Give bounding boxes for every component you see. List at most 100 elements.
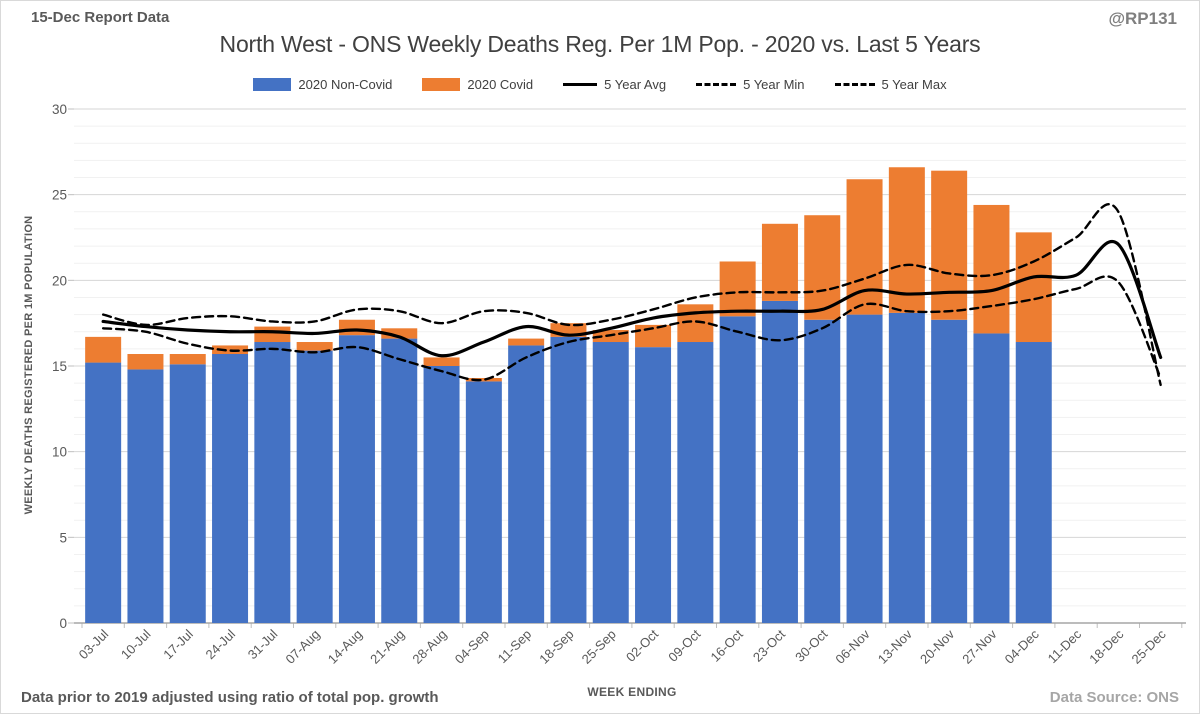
x-tick-label: 14-Aug [325, 627, 365, 667]
legend-label: 2020 Covid [467, 77, 534, 92]
covid-bar-segment [381, 328, 418, 339]
x-tick-label: 21-Aug [367, 627, 407, 667]
covid-bar-segment [338, 319, 375, 336]
x-tick-label: 25-Sep [579, 627, 619, 667]
noncovid-bar-segment [719, 316, 756, 623]
noncovid-bar-segment [381, 338, 418, 623]
y-tick-label: 25 [52, 188, 67, 203]
noncovid-bar-segment [592, 342, 629, 623]
noncovid-bar-segment [550, 336, 587, 623]
x-tick-label: 07-Aug [283, 627, 323, 667]
noncovid-bar-segment [635, 347, 672, 623]
x-tick-label: 02-Oct [623, 626, 661, 664]
y-tick-label: 0 [59, 616, 67, 631]
covid-bar-segment [804, 215, 841, 320]
noncovid-bar-segment [931, 319, 968, 623]
covid-bar-segment [719, 261, 756, 317]
x-tick-label: 24-Jul [203, 626, 239, 662]
5yr-avg-line [101, 240, 1163, 360]
legend-label: 5 Year Min [743, 77, 805, 92]
x-tick-label: 09-Oct [665, 626, 703, 664]
5yr-max-line [101, 203, 1162, 387]
legend-label: 2020 Non-Covid [298, 77, 393, 92]
legend-item-5yr-min: 5 Year Min [696, 77, 805, 92]
data-source-label: Data Source: ONS [1049, 689, 1179, 706]
x-tick-label: 10-Jul [118, 626, 154, 662]
x-tick-label: 25-Dec [1129, 626, 1170, 667]
x-tick-label: 06-Nov [832, 626, 873, 667]
y-tick-label: 10 [52, 445, 67, 460]
legend-label: 5 Year Max [881, 77, 947, 92]
covid-bar-segment [85, 336, 122, 363]
x-tick-label: 03-Jul [76, 626, 112, 662]
noncovid-bar-segment [677, 342, 714, 623]
noncovid-bar-segment [85, 362, 122, 623]
x-tick-label: 18-Sep [536, 627, 576, 667]
covid-bar-segment [127, 354, 164, 370]
covid-bar-segment [169, 354, 206, 365]
noncovid-swatch-icon [253, 78, 292, 91]
noncovid-bar-segment [338, 335, 375, 623]
report-date-label: 15-Dec Report Data [31, 9, 170, 26]
covid-bar-segment [888, 167, 925, 313]
x-axis-title: WEEK ENDING [587, 685, 677, 699]
legend-item-5yr-avg: 5 Year Avg [563, 77, 666, 92]
covid-bar-segment [465, 377, 502, 382]
covid-bar-segment [973, 204, 1010, 334]
noncovid-bar-segment [761, 300, 798, 623]
author-handle: @RP131 [1108, 9, 1177, 28]
dashed-line-swatch-icon [834, 83, 875, 86]
y-tick-label: 5 [59, 530, 67, 545]
x-tick-label: 27-Nov [959, 626, 1000, 667]
chart-legend: 2020 Non-Covid 2020 Covid 5 Year Avg 5 Y… [1, 77, 1199, 92]
legend-item-2020-covid: 2020 Covid [422, 77, 533, 92]
noncovid-bar-segment [423, 366, 460, 623]
covid-bar-segment [761, 223, 798, 301]
x-tick-label: 11-Dec [1045, 626, 1085, 666]
x-tick-label: 30-Oct [792, 626, 830, 664]
x-tick-label: 31-Jul [245, 626, 281, 662]
chart-title: North West - ONS Weekly Deaths Reg. Per … [219, 31, 981, 57]
legend-item-2020-noncovid: 2020 Non-Covid [253, 77, 392, 92]
dashed-line-swatch-icon [696, 83, 737, 86]
x-tick-label: 28-Aug [409, 627, 449, 667]
footer-note: Data prior to 2019 adjusted using ratio … [21, 689, 439, 706]
legend-item-5yr-max: 5 Year Max [834, 77, 947, 92]
noncovid-bar-segment [1015, 342, 1052, 623]
noncovid-bar-segment [212, 354, 249, 623]
legend-label: 5 Year Avg [604, 77, 667, 92]
x-tick-label: 13-Nov [875, 626, 916, 667]
noncovid-bar-segment [508, 345, 545, 623]
covid-bar-segment [635, 324, 672, 348]
covid-bar-segment [931, 170, 968, 320]
solid-line-swatch-icon [563, 83, 598, 86]
y-tick-label: 30 [52, 102, 67, 117]
x-tick-label: 04-Sep [452, 627, 492, 667]
covid-swatch-icon [422, 78, 461, 91]
x-tick-label: 16-Oct [708, 626, 746, 664]
covid-bar-segment [296, 342, 333, 351]
x-tick-label: 17-Jul [160, 626, 196, 662]
noncovid-bar-segment [127, 369, 164, 623]
noncovid-bar-segment [846, 314, 883, 623]
covid-bar-segment [423, 357, 460, 366]
y-axis-title: WEEKLY DEATHS REGISTERED PER 1M POPULATI… [23, 215, 35, 515]
noncovid-bar-segment [973, 333, 1010, 623]
covid-bar-segment [254, 326, 291, 343]
y-tick-label: 15 [52, 359, 67, 374]
y-tick-label: 20 [52, 273, 67, 288]
5yr-min-line [101, 275, 1162, 382]
noncovid-bar-segment [888, 312, 925, 623]
covid-bar-segment [508, 338, 545, 346]
noncovid-bar-segment [804, 319, 841, 623]
x-tick-label: 23-Oct [750, 626, 788, 664]
noncovid-bar-segment [296, 350, 333, 623]
x-tick-label: 18-Dec [1086, 626, 1127, 667]
x-tick-label: 20-Nov [917, 626, 958, 667]
noncovid-bar-segment [169, 364, 206, 623]
noncovid-bar-segment [254, 342, 291, 623]
x-tick-label: 11-Sep [495, 627, 535, 667]
noncovid-bar-segment [465, 381, 502, 623]
